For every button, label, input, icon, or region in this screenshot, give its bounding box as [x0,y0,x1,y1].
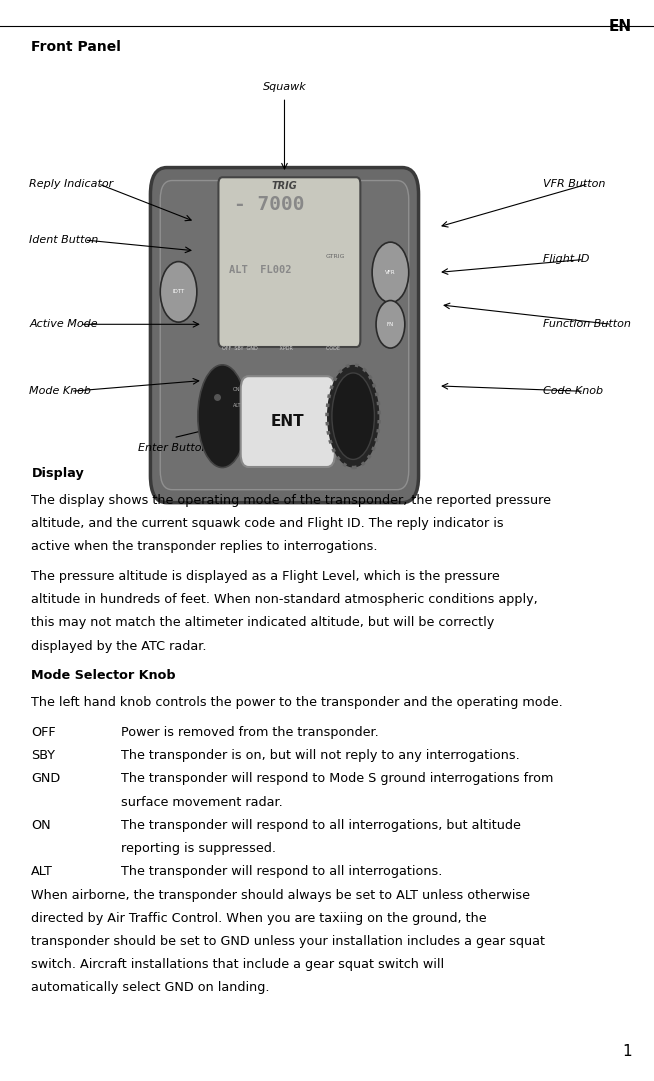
Text: Ident Button: Ident Button [29,235,99,245]
Text: Code Knob: Code Knob [543,386,603,397]
Text: altitude in hundreds of feet. When non-standard atmospheric conditions apply,: altitude in hundreds of feet. When non-s… [31,593,538,606]
Text: GTRIG: GTRIG [325,254,345,259]
Text: Display: Display [31,467,84,480]
Text: Mode Selector Knob: Mode Selector Knob [31,669,176,682]
Text: The transponder will respond to all interrogations.: The transponder will respond to all inte… [121,865,442,878]
Text: ALT: ALT [233,403,241,408]
Text: Reported Altitude: Reported Altitude [262,443,360,453]
Ellipse shape [332,373,374,459]
Text: Enter Button: Enter Button [138,443,209,453]
Text: GND: GND [31,772,61,785]
Text: EN: EN [609,19,632,35]
Text: switch. Aircraft installations that include a gear squat switch will: switch. Aircraft installations that incl… [31,958,445,971]
Text: Mode Knob: Mode Knob [29,386,92,397]
Text: Front Panel: Front Panel [31,40,121,54]
Text: The transponder will respond to Mode S ground interrogations from: The transponder will respond to Mode S g… [121,772,553,785]
Text: Active Mode: Active Mode [29,319,98,330]
Text: surface movement radar.: surface movement radar. [121,796,283,809]
Text: OFF: OFF [31,725,56,738]
Text: When airborne, the transponder should always be set to ALT unless otherwise: When airborne, the transponder should al… [31,889,530,902]
Text: directed by Air Traffic Control. When you are taxiing on the ground, the: directed by Air Traffic Control. When yo… [31,911,487,924]
Circle shape [160,262,197,322]
Text: Squawk: Squawk [263,82,306,92]
Text: Flight ID: Flight ID [543,254,589,265]
Text: FN: FN [387,322,394,326]
Text: Reply Indicator: Reply Indicator [29,178,114,189]
Text: ENT: ENT [271,414,305,429]
Text: VFR Button: VFR Button [543,178,605,189]
Text: automatically select GND on landing.: automatically select GND on landing. [31,982,270,995]
FancyBboxPatch shape [241,376,335,467]
Ellipse shape [327,365,379,467]
FancyBboxPatch shape [218,177,360,347]
Text: The display shows the operating mode of the transponder, the reported pressure: The display shows the operating mode of … [31,494,551,507]
Text: The transponder will respond to all interrogations, but altitude: The transponder will respond to all inte… [121,818,521,831]
Text: altitude, and the current squawk code and Flight ID. The reply indicator is: altitude, and the current squawk code an… [31,517,504,530]
Text: reporting is suppressed.: reporting is suppressed. [121,842,276,855]
Text: active when the transponder replies to interrogations.: active when the transponder replies to i… [31,540,378,553]
FancyBboxPatch shape [150,168,419,503]
Text: Power is removed from the transponder.: Power is removed from the transponder. [121,725,379,738]
Circle shape [376,301,405,348]
Text: The left hand knob controls the power to the transponder and the operating mode.: The left hand knob controls the power to… [31,696,563,709]
Text: transponder should be set to GND unless your installation includes a gear squat: transponder should be set to GND unless … [31,935,545,948]
Circle shape [372,242,409,303]
Text: 1: 1 [622,1044,632,1059]
Text: ON: ON [233,387,241,391]
Text: Function Button: Function Button [543,319,630,330]
Text: VFR: VFR [385,270,396,275]
Text: OFF  SBY  GND: OFF SBY GND [222,346,258,351]
Text: XPDR: XPDR [275,346,292,351]
Text: ON: ON [31,818,51,831]
Text: TRIG: TRIG [271,181,298,190]
FancyBboxPatch shape [160,181,409,490]
Ellipse shape [198,365,247,467]
Text: displayed by the ATC radar.: displayed by the ATC radar. [31,640,207,653]
Text: The pressure altitude is displayed as a Flight Level, which is the pressure: The pressure altitude is displayed as a … [31,570,500,583]
Text: ALT: ALT [31,865,53,878]
Text: SBY: SBY [31,749,56,762]
Text: The transponder is on, but will not reply to any interrogations.: The transponder is on, but will not repl… [121,749,520,762]
Text: ALT  FL002: ALT FL002 [229,265,292,275]
Text: CODE: CODE [320,346,341,351]
Text: this may not match the altimeter indicated altitude, but will be correctly: this may not match the altimeter indicat… [31,616,494,629]
Text: - 7000: - 7000 [234,195,305,214]
Text: IDTT: IDTT [173,290,184,294]
